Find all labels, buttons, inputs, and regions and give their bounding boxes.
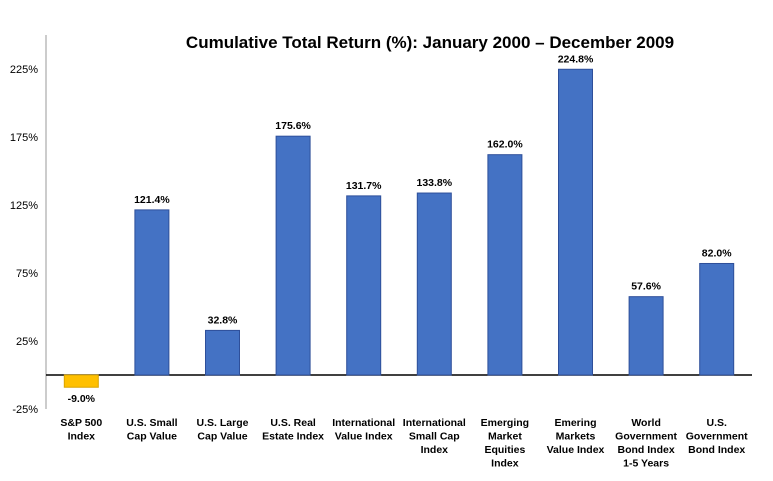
data-label: 82.0%	[702, 247, 732, 259]
y-tick-label: 125%	[10, 200, 38, 212]
bar	[416, 192, 452, 376]
y-tick-label: 175%	[10, 132, 38, 144]
bar	[628, 296, 664, 376]
data-label: 32.8%	[208, 314, 238, 326]
data-label: 121.4%	[134, 194, 170, 206]
x-tick-label: U.S. Large Cap Value	[197, 417, 249, 443]
x-tick-label: S&P 500 Index	[60, 417, 102, 443]
x-axis-labels: S&P 500 Index U.S. Small Cap Value U.S. Larg…	[60, 417, 748, 470]
bar	[558, 68, 593, 376]
y-tick-label: 25%	[16, 336, 38, 348]
chart-title: Cumulative Total Return (%): January 200…	[186, 33, 674, 52]
bar	[134, 209, 170, 376]
data-label: 162.0%	[487, 139, 523, 151]
x-tick-label: U.S. Government Bond Index	[686, 417, 748, 456]
y-tick-label: -25%	[12, 404, 38, 416]
y-tick-label: 75%	[16, 268, 38, 280]
x-tick-label: World Government Bond Index 1-5 Years	[615, 417, 677, 470]
bar	[487, 154, 523, 376]
bar	[346, 195, 382, 376]
x-tick-label: U.S. Small Cap Value	[126, 417, 177, 443]
x-tick-label: International Value Index	[332, 417, 395, 443]
bar	[205, 329, 240, 376]
data-label: 57.6%	[631, 281, 661, 293]
bar	[63, 374, 99, 388]
data-label: 133.8%	[416, 177, 452, 189]
x-tick-label: Emerging Market Equities Index	[481, 417, 529, 470]
bar	[699, 262, 735, 376]
data-label: 175.6%	[275, 120, 311, 132]
data-label: 224.8%	[558, 53, 594, 65]
data-label: -9.0%	[68, 393, 96, 405]
x-tick-label: International Small Cap Index	[403, 417, 466, 456]
bars	[63, 68, 735, 388]
x-tick-label: Emering Markets Value Index	[547, 417, 605, 456]
value-labels: -9.0% 121.4% 32.8% 175.6% 131.7% 133.8% 162.0%…	[68, 53, 733, 405]
x-tick-label: U.S. Real Estate Index	[262, 417, 324, 443]
y-tick-label: 225%	[10, 64, 38, 76]
bar	[275, 135, 311, 376]
data-label: 131.7%	[346, 180, 382, 192]
